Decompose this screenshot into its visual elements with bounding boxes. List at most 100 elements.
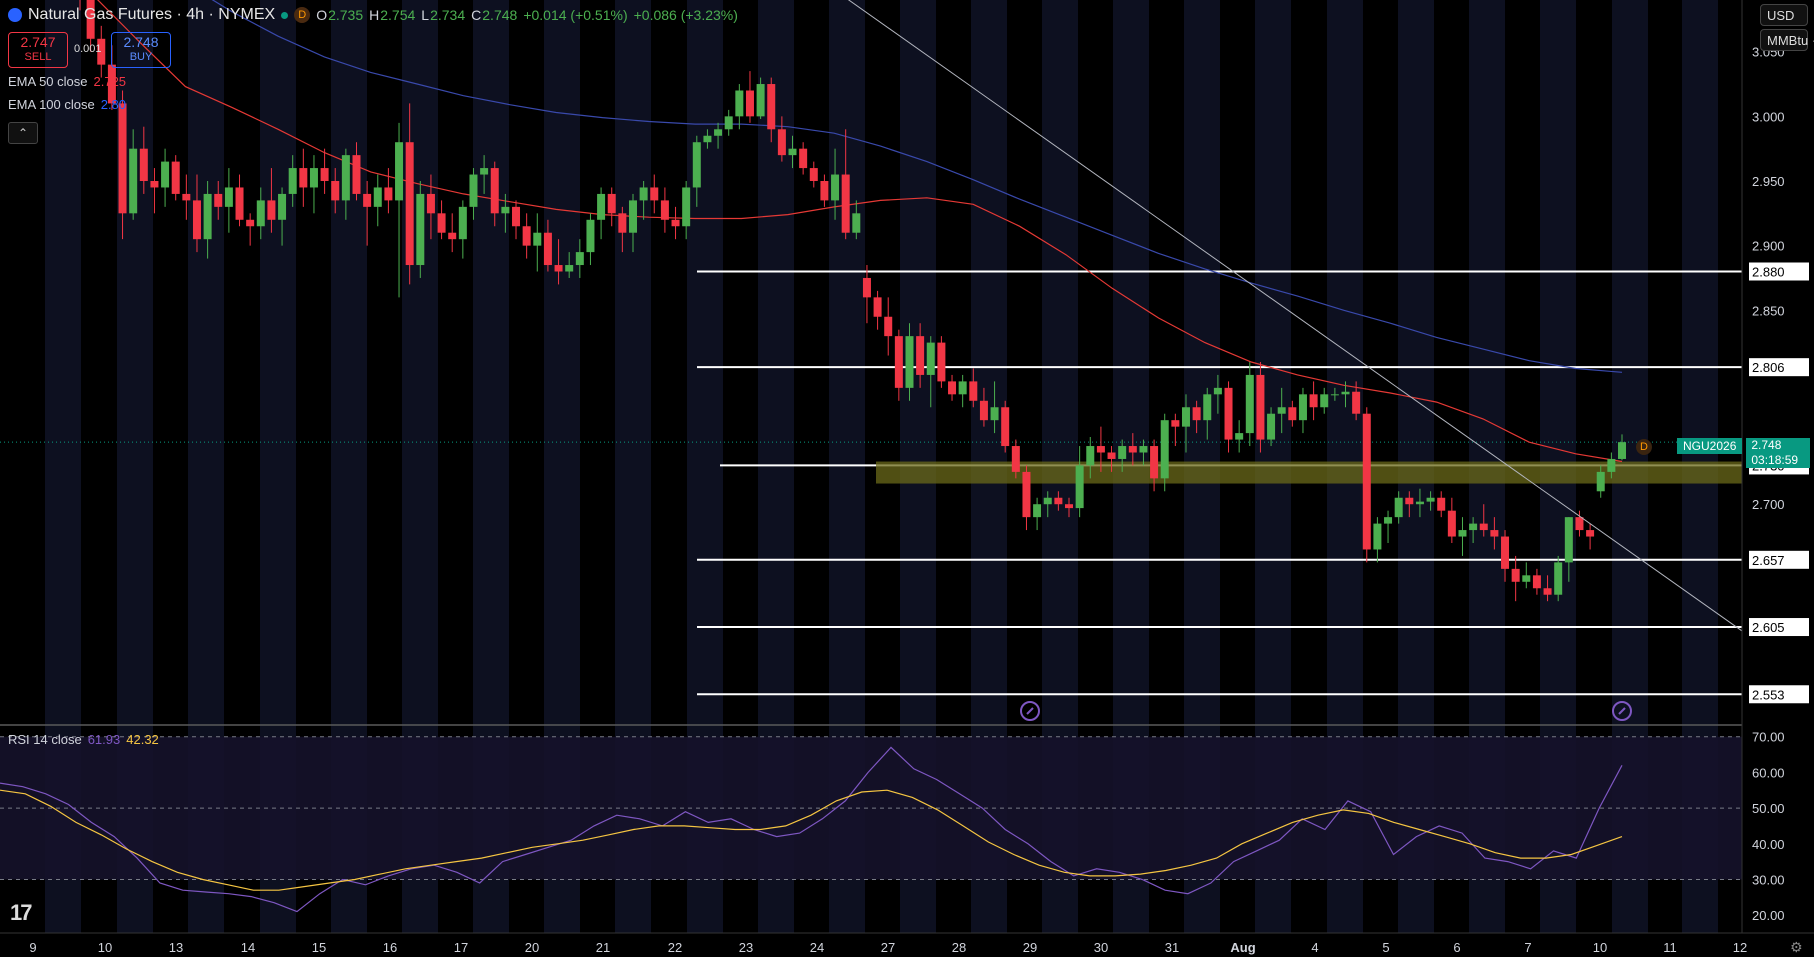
- candle-body: [799, 148, 808, 169]
- ema50-label: EMA 50 close: [8, 74, 88, 89]
- candle: [1033, 497, 1042, 531]
- ema50-legend[interactable]: EMA 50 close 2.725: [8, 74, 126, 89]
- candle-body: [607, 193, 616, 214]
- candle: [426, 174, 435, 240]
- candle-body: [809, 168, 818, 181]
- trendline: [847, 0, 1743, 632]
- candle: [363, 181, 372, 246]
- candle: [139, 126, 148, 194]
- candle: [1437, 491, 1446, 518]
- level-tag-label: 2.553: [1752, 687, 1785, 702]
- candle: [692, 135, 701, 207]
- level-tag: [1749, 550, 1809, 569]
- candle: [214, 181, 223, 220]
- candle-body: [905, 336, 914, 388]
- level-tag-label: 2.605: [1752, 620, 1785, 635]
- time-tick-label: 15: [312, 940, 326, 955]
- collapse-legend-button[interactable]: ⌃: [8, 122, 38, 144]
- candle-body: [1118, 446, 1127, 459]
- candle: [1192, 400, 1201, 434]
- candle: [522, 213, 531, 259]
- candle-body: [437, 213, 446, 233]
- candle: [841, 129, 850, 240]
- candle-body: [979, 400, 988, 421]
- candle: [1267, 407, 1276, 447]
- candle-body: [724, 116, 733, 130]
- candle: [1309, 381, 1318, 421]
- candle: [203, 181, 212, 259]
- tradingview-logo[interactable]: 17: [10, 900, 33, 925]
- candle-body: [1564, 517, 1573, 563]
- candle: [639, 181, 648, 220]
- candle-body: [395, 142, 404, 201]
- chevron-down-icon: ⌄: [1811, 35, 1814, 46]
- trendline-line: [847, 0, 1743, 632]
- time-tick-label: 10: [1593, 940, 1607, 955]
- candle: [1096, 426, 1105, 472]
- candle: [937, 336, 946, 388]
- candle-body: [597, 193, 606, 220]
- candle-body: [1330, 394, 1339, 396]
- candle-body: [522, 226, 531, 246]
- buy-button[interactable]: 2.748 BUY: [111, 32, 171, 68]
- time-tick-label: 6: [1453, 940, 1460, 955]
- candle: [309, 155, 318, 214]
- buy-label: BUY: [129, 51, 153, 63]
- ema100-label: EMA 100 close: [8, 97, 95, 112]
- candle: [586, 213, 595, 266]
- candle-body: [714, 129, 723, 136]
- unit-value: MMBtu: [1767, 32, 1809, 48]
- candle-body: [363, 193, 372, 207]
- ema100-legend[interactable]: EMA 100 close 2.80: [8, 97, 126, 112]
- unit-select[interactable]: MMBtu⌄: [1760, 29, 1814, 51]
- candle: [182, 174, 191, 220]
- candle: [1564, 517, 1573, 582]
- candle: [554, 239, 563, 285]
- candle-body: [990, 407, 999, 421]
- sell-button[interactable]: 2.747 SELL: [8, 32, 68, 68]
- rsi-ma-value: 42.32: [126, 732, 159, 747]
- delayed-badge[interactable]: D: [294, 7, 311, 23]
- currency-select[interactable]: USD: [1760, 4, 1808, 26]
- rsi-legend[interactable]: RSI 14 close 61.93 42.32: [8, 732, 159, 747]
- candle: [384, 168, 393, 214]
- candle: [1320, 387, 1329, 414]
- candle: [437, 200, 446, 240]
- candle: [1054, 491, 1063, 511]
- candle: [1181, 394, 1190, 453]
- candle: [1118, 439, 1127, 472]
- event-icon-mark: [1618, 707, 1626, 715]
- candle: [1022, 465, 1031, 531]
- buy-price: 2.748: [123, 34, 159, 50]
- candle: [161, 148, 170, 207]
- candle: [1543, 575, 1552, 602]
- candle-body: [299, 168, 308, 188]
- candle: [256, 187, 265, 240]
- time-tick-label: 27: [881, 940, 895, 955]
- candle: [1362, 407, 1371, 563]
- dividend-marker[interactable]: D: [1636, 439, 1652, 455]
- candle: [1532, 568, 1541, 595]
- candle-body: [1043, 497, 1052, 505]
- candle: [512, 200, 521, 240]
- level-tag-label: 2.806: [1752, 360, 1785, 375]
- candle: [979, 387, 988, 427]
- candle: [458, 200, 467, 259]
- candle-body: [469, 174, 478, 207]
- candle-body: [873, 297, 882, 317]
- candle-body: [1405, 497, 1414, 505]
- candle-body: [352, 155, 361, 194]
- candle: [1043, 491, 1052, 518]
- candle: [1150, 439, 1159, 492]
- symbol-title[interactable]: Natural Gas Futures · 4h · NYMEX: [28, 6, 276, 23]
- candle: [1501, 530, 1510, 582]
- candle: [1011, 439, 1020, 479]
- candle-body: [129, 148, 138, 214]
- candle-body: [1532, 575, 1541, 589]
- candle: [1235, 420, 1244, 453]
- ema100-value: 2.80: [100, 97, 127, 112]
- price-axis: 3.0503.0002.9502.9002.8502.7002.8802.806…: [1741, 0, 1814, 957]
- candle-body: [1213, 387, 1222, 395]
- ema100-line: [211, 0, 1623, 373]
